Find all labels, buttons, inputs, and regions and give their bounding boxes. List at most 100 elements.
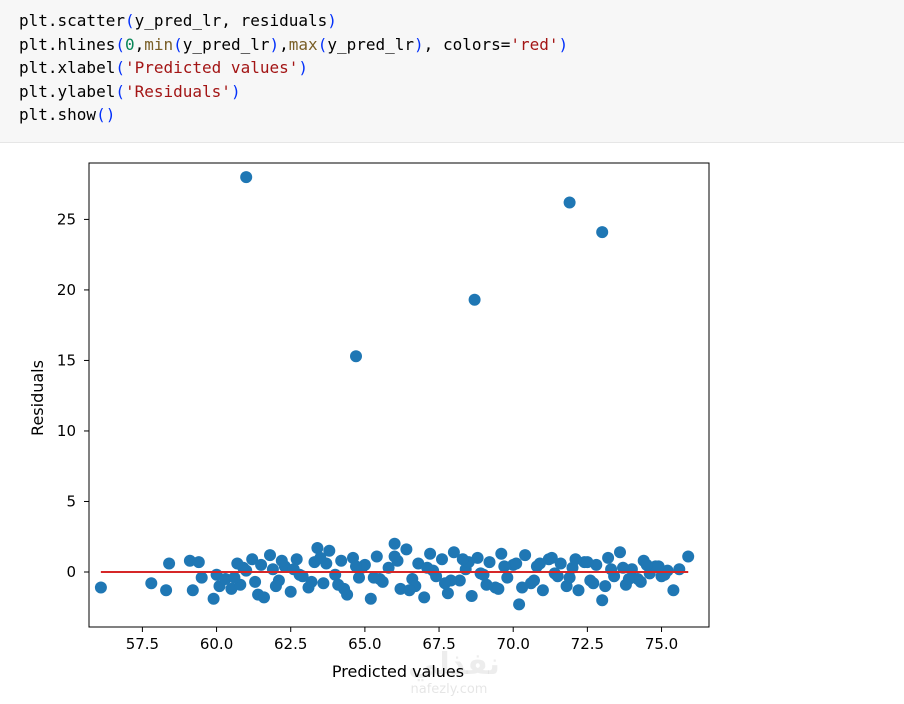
code-token: max <box>288 34 318 54</box>
code-token: , <box>279 34 289 54</box>
y-tick-label: 5 <box>66 492 76 510</box>
scatter-point <box>240 171 253 184</box>
code-token: ) <box>558 34 569 54</box>
scatter-point <box>284 585 297 598</box>
scatter-point <box>192 556 205 569</box>
scatter-point <box>160 584 173 597</box>
code-block[interactable]: plt.scatter(y_pred_lr, residuals) plt.hli… <box>19 9 568 127</box>
code-token: , <box>134 34 145 54</box>
code-token: 'Predicted values' <box>124 58 299 77</box>
code-token: ( <box>115 81 125 101</box>
code-token: 'Residuals' <box>124 81 231 101</box>
scatter-point <box>563 196 576 209</box>
scatter-point <box>311 542 324 554</box>
watermark-latin: nafezly.com <box>411 682 488 697</box>
scatter-point <box>335 554 348 567</box>
code-line: plt.scatter(y_pred_lr, residuals) <box>19 9 568 33</box>
code-token: y_pred_lr <box>327 34 415 54</box>
x-tick-label: 65.0 <box>348 635 381 653</box>
scatter-point <box>163 557 176 570</box>
y-tick-label: 20 <box>57 281 76 299</box>
code-token: 'red' <box>510 34 559 54</box>
scatter-point <box>305 575 318 588</box>
scatter-point <box>492 582 505 595</box>
x-tick-label: 57.5 <box>126 635 159 653</box>
scatter-point <box>225 582 238 595</box>
scatter-point <box>513 598 526 611</box>
scatter-point <box>572 584 585 597</box>
output-area: 57.5 60.0 62.5 65.0 67.5 70.0 72.5 75.0 0 5 10 15 20… <box>0 143 904 700</box>
scatter-point <box>264 549 276 562</box>
scatter-point <box>596 226 609 239</box>
scatter-point <box>293 568 306 581</box>
scatter-point <box>569 553 582 566</box>
scatter-point <box>195 571 208 584</box>
scatter-point <box>640 558 653 571</box>
y-tick-label: 25 <box>57 210 76 228</box>
code-token: ( <box>115 34 125 54</box>
scatter-point <box>350 560 362 573</box>
scatter-point <box>275 554 288 567</box>
code-token: plt.xlabel <box>19 58 116 77</box>
code-token: ( <box>317 34 328 54</box>
code-token: ( <box>124 11 135 30</box>
scatter-point <box>617 561 629 574</box>
y-tick-label: 15 <box>57 351 76 369</box>
scatter-point <box>403 584 416 597</box>
scatter-point <box>667 584 680 597</box>
scatter-point <box>350 350 362 363</box>
code-token: 0 <box>124 34 135 54</box>
scatter-point <box>255 558 268 571</box>
scatter-point <box>563 571 576 584</box>
scatter-point <box>581 556 594 569</box>
scatter-point <box>388 537 401 550</box>
y-axis-label: Residuals <box>28 360 47 436</box>
code-token: plt.show <box>19 105 97 124</box>
scatter-point <box>266 563 279 576</box>
scatter-point <box>465 590 478 602</box>
code-token: , colors= <box>423 34 511 54</box>
scatter-point <box>587 577 600 590</box>
scatter-point <box>269 580 282 593</box>
scatter-point <box>421 561 434 574</box>
scatter-point <box>622 573 635 585</box>
scatter-point <box>483 556 496 569</box>
scatter-point <box>219 573 232 585</box>
scatter-point <box>317 577 330 590</box>
scatter-chart: 57.5 60.0 62.5 65.0 67.5 70.0 72.5 75.0 0 5 10 15 20… <box>28 162 710 681</box>
code-line: plt.ylabel('Residuals') <box>19 80 568 104</box>
scatter-point <box>418 591 431 604</box>
plot-frame <box>88 162 710 628</box>
scatter-point <box>246 553 259 566</box>
scatter-point <box>510 557 523 570</box>
code-token: ) <box>230 81 241 101</box>
x-tick-label: 70.0 <box>497 635 530 653</box>
scatter-point <box>554 557 567 570</box>
code-cell[interactable]: plt.scatter(y_pred_lr, residuals) plt.hli… <box>0 0 904 143</box>
scatter-point <box>634 575 647 588</box>
code-token: ) <box>327 11 337 30</box>
code-line: plt.hlines(0,min(y_pred_lr),max(y_pred_l… <box>19 33 568 57</box>
scatter-point <box>332 578 345 591</box>
y-tick-label: 0 <box>66 563 76 581</box>
scatter-point <box>447 546 460 559</box>
code-line: plt.xlabel('Predicted values') <box>19 56 568 80</box>
scatter-point <box>364 592 377 605</box>
code-token: ( <box>173 34 183 54</box>
scatter-point <box>424 547 437 560</box>
x-axis-label: Predicted values <box>332 662 464 681</box>
scatter-point <box>480 578 493 591</box>
scatter-point <box>599 580 612 593</box>
scatter-point <box>673 563 686 576</box>
scatter-point <box>412 557 425 570</box>
scatter-point <box>528 574 540 587</box>
scatter-point <box>370 550 383 563</box>
code-token: y_pred_lr <box>182 34 270 54</box>
code-token: ) <box>269 34 280 54</box>
scatter-point <box>602 551 615 564</box>
code-line: plt.show() <box>19 103 568 127</box>
scatter-point <box>441 587 454 600</box>
scatter-point <box>453 574 466 587</box>
code-token: () <box>96 105 116 124</box>
scatter-point <box>682 550 695 563</box>
